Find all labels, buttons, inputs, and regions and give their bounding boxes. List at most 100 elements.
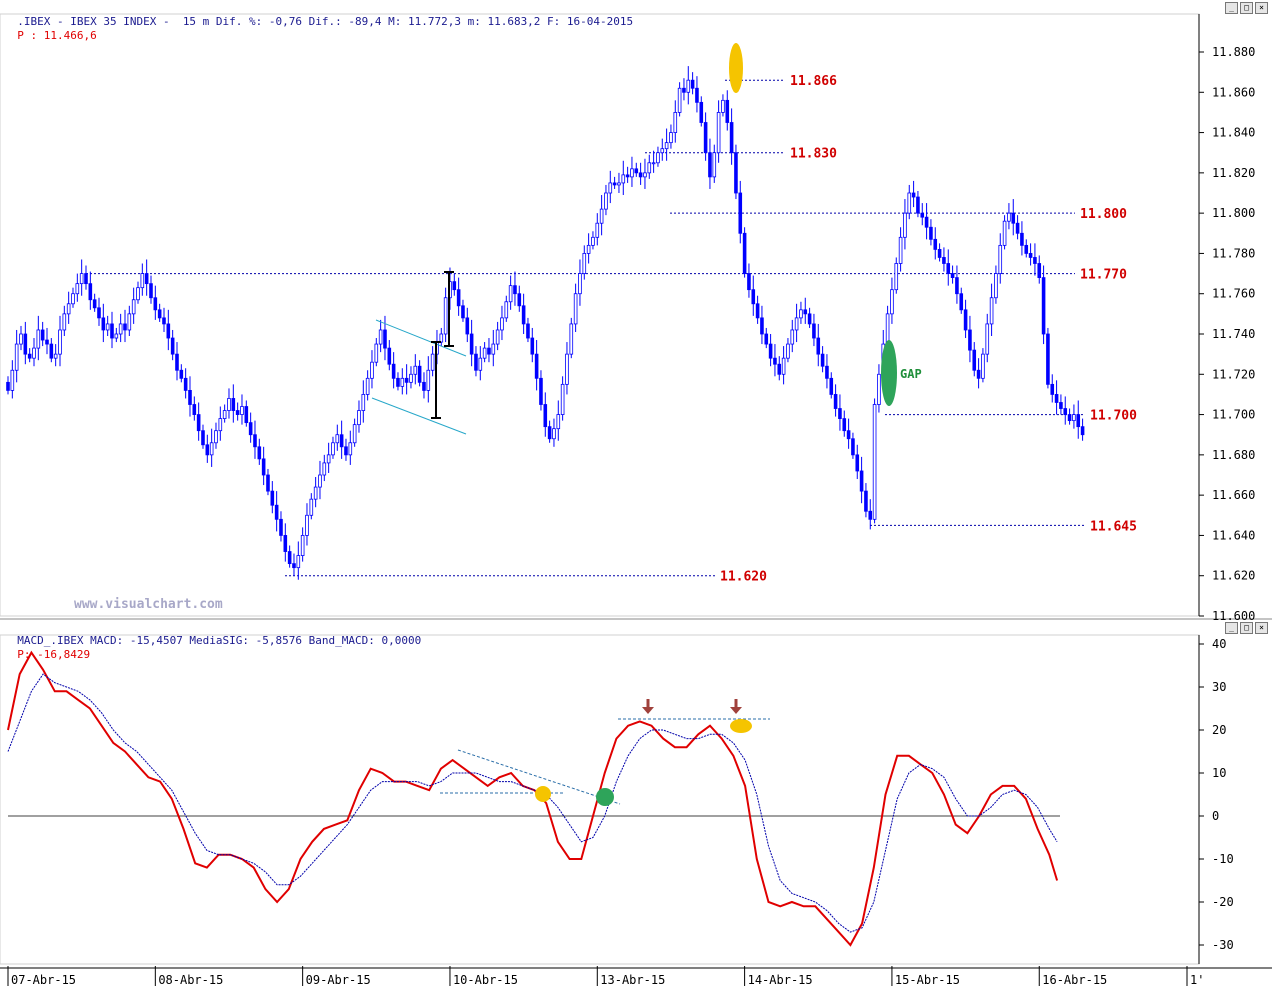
level-label: 11.620 [720, 570, 767, 585]
price-candle-body [10, 369, 15, 391]
level-label: 11.866 [790, 74, 837, 89]
price-candle-body [274, 504, 279, 520]
minimize-icon[interactable]: _ [1225, 622, 1238, 634]
price-candle-body [1037, 263, 1042, 279]
x-date-label: 1' [1190, 973, 1204, 987]
price-candle-body [599, 208, 604, 224]
price-candle-body [699, 101, 704, 123]
price-candle-body [97, 307, 101, 319]
price-candle-body [205, 444, 210, 456]
price-candle-body [62, 313, 67, 331]
price-candle-body [1011, 212, 1016, 224]
price-candle-body [803, 309, 808, 315]
price-candle-body [924, 216, 929, 228]
price-candle-body [491, 343, 496, 355]
price-candle-body [1076, 414, 1081, 428]
price-candle-body [101, 317, 106, 331]
price-candle-body [846, 430, 851, 440]
macd-info: MACD_.IBEX MACD: -15,4507 MediaSIG: -5,8… [17, 634, 422, 647]
price-candle-body [608, 182, 613, 194]
price-candle-body [695, 87, 699, 103]
close-icon[interactable]: × [1255, 2, 1268, 14]
price-candle-body [413, 365, 418, 375]
price-candle-body [998, 244, 1003, 274]
price-candle-body [461, 305, 465, 319]
price-candle-body [794, 317, 799, 331]
price-candle-body [842, 418, 847, 432]
price-candle-body [75, 283, 80, 295]
price-candle-body [179, 369, 184, 379]
price-candle-body [335, 434, 340, 444]
price-candle-body [903, 212, 907, 238]
macd-cross-highlight [535, 786, 551, 802]
level-label: 11.770 [1080, 268, 1127, 283]
price-candle-body [292, 563, 296, 569]
price-candle-body [144, 273, 149, 285]
price-candle-body [721, 99, 725, 113]
price-y-tick-label: 11.780 [1212, 246, 1255, 260]
price-candle-body [565, 353, 569, 385]
price-candle-body [32, 347, 36, 359]
price-candle-body [218, 418, 223, 432]
price-candle-body [976, 369, 981, 379]
price-candle-body [456, 289, 461, 307]
price-y-tick-label: 11.700 [1212, 408, 1255, 422]
close-icon[interactable]: × [1255, 622, 1268, 634]
price-candle-body [1041, 277, 1046, 335]
macd-y-tick-label: -20 [1212, 895, 1234, 909]
price-candle-body [690, 79, 695, 89]
price-candle-body [339, 434, 344, 448]
price-candle-body [49, 343, 54, 359]
price-candle-body [443, 297, 448, 335]
price-candle-body [651, 162, 656, 165]
price-candle-body [287, 551, 292, 565]
price-candle-body [417, 365, 422, 383]
price-candle-body [422, 381, 426, 391]
price-candle-body [972, 349, 977, 371]
price-window-buttons: _ □ × [1225, 2, 1268, 14]
price-candle-body [851, 438, 855, 456]
price-candle-body [426, 369, 431, 391]
price-candle-body [296, 555, 301, 569]
price-candle-body [1028, 253, 1033, 258]
price-last: P : 11.466,6 [17, 29, 97, 42]
minimize-icon[interactable]: _ [1225, 2, 1238, 14]
price-header: .IBEX - IBEX 35 INDEX - 15 m Dif. %: -0,… [4, 1, 633, 42]
macd-y-tick-label: 0 [1212, 809, 1219, 823]
price-candle-body [660, 148, 665, 154]
price-candle-body [374, 343, 379, 363]
price-y-tick-label: 11.760 [1212, 287, 1255, 301]
price-candle-body [664, 142, 669, 150]
price-candle-body [838, 408, 842, 419]
price-candle-body [890, 289, 894, 315]
price-candle-body [6, 381, 10, 391]
price-candle-body [638, 172, 643, 178]
maximize-icon[interactable]: □ [1240, 2, 1253, 14]
price-candle-body [872, 404, 877, 520]
price-y-tick-label: 11.740 [1212, 327, 1255, 341]
price-candle-body [959, 293, 964, 311]
price-candle-body [487, 347, 491, 355]
price-candle-body [201, 430, 205, 446]
price-candle-body [131, 299, 136, 315]
price-candle-body [105, 323, 110, 331]
price-candle-body [71, 293, 75, 305]
price-candle-body [820, 353, 825, 367]
price-candle-body [361, 394, 366, 411]
price-candle-body [989, 297, 994, 325]
price-candle-body [352, 424, 357, 444]
price-candle-body [617, 182, 621, 186]
price-candle-body [816, 337, 821, 355]
price-candle-body [560, 383, 565, 415]
price-candle-body [578, 273, 582, 295]
price-candle-body [877, 373, 881, 405]
maximize-icon[interactable]: □ [1240, 622, 1253, 634]
gap-label: GAP [900, 367, 922, 381]
price-candle-body [136, 287, 140, 301]
price-candle-body [686, 79, 691, 93]
price-candle-body [612, 182, 617, 186]
price-candle-body [149, 283, 153, 299]
price-y-tick-label: 11.880 [1212, 45, 1255, 59]
price-candle-body [53, 353, 58, 359]
level-label: 11.830 [790, 147, 837, 162]
